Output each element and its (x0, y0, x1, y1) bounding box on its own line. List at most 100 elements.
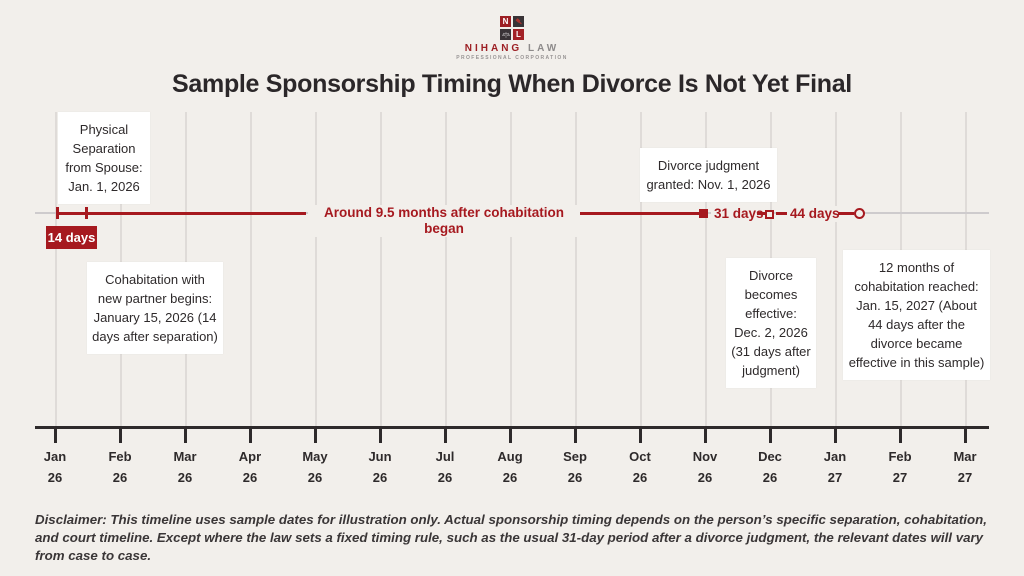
brand-header: N L NIHANG LAW PROFESSIONAL CORPORATION (0, 16, 1024, 61)
axis-tick (119, 428, 122, 443)
month-year: 26 (372, 470, 388, 485)
page-title: Sample Sponsorship Timing When Divorce I… (172, 70, 852, 98)
timeline-segment-left (57, 212, 306, 215)
axis-tick (574, 428, 577, 443)
gridline (250, 112, 252, 428)
gridline (510, 112, 512, 428)
month-name: Jan (43, 449, 67, 464)
month-year: 27 (957, 470, 973, 485)
month-name: Feb (108, 449, 132, 464)
month-year: 26 (307, 470, 323, 485)
gridline (315, 112, 317, 428)
note-divorce-effective: Divorce becomes effective: Dec. 2, 2026 … (726, 258, 816, 388)
month-axis (35, 426, 989, 429)
month-label-jan-26: Jan 26 (33, 446, 77, 488)
month-label-jan-27: Jan 27 (813, 446, 857, 488)
axis-tick (769, 428, 772, 443)
month-label-may-26: May 26 (293, 446, 337, 488)
month-name: Oct (629, 449, 651, 464)
month-label-feb-26: Feb 26 (98, 446, 142, 488)
month-label-sep-26: Sep 26 (553, 446, 597, 488)
month-name: May (302, 449, 328, 464)
note-physical-separation: Physical Separation from Spouse: Jan. 1,… (58, 112, 150, 204)
axis-tick (964, 428, 967, 443)
month-label-jun-26: Jun 26 (358, 446, 402, 488)
gridline (575, 112, 577, 428)
nihang-law-logo: N L (500, 16, 524, 40)
brand-name: NIHANG LAW (0, 43, 1024, 54)
month-label-nov-26: Nov 26 (683, 446, 727, 488)
month-label-apr-26: Apr 26 (228, 446, 272, 488)
month-year: 26 (567, 470, 583, 485)
axis-tick (704, 428, 707, 443)
scales-icon (500, 29, 511, 40)
note-twelve-months: 12 months of cohabitation reached: Jan. … (843, 250, 990, 380)
twelve-months-marker (854, 208, 865, 219)
month-label-mar-26: Mar 26 (163, 446, 207, 488)
gridline (55, 112, 57, 428)
month-label-aug-26: Aug 26 (488, 446, 532, 488)
timeline-segment-44b (838, 212, 854, 215)
month-name: Aug (497, 449, 523, 464)
brand-tagline: PROFESSIONAL CORPORATION (456, 55, 568, 61)
disclaimer-text: Disclaimer: This timeline uses sample da… (35, 512, 987, 563)
month-name: Jan (823, 449, 847, 464)
month-year: 26 (632, 470, 648, 485)
fourteen-days-badge: 14 days (46, 226, 97, 249)
timeline-segment-mid (580, 212, 703, 215)
axis-tick (314, 428, 317, 443)
month-name: Mar (953, 449, 977, 464)
cohabitation-span-label: Around 9.5 months after cohabitation beg… (308, 205, 580, 237)
month-year: 26 (697, 470, 713, 485)
axis-tick (834, 428, 837, 443)
brand-name-secondary: LAW (528, 43, 560, 54)
axis-tick (444, 428, 447, 443)
axis-tick (899, 428, 902, 443)
month-name: Apr (238, 449, 262, 464)
month-label-feb-27: Feb 27 (878, 446, 922, 488)
logo-letter-n: N (500, 16, 511, 27)
axis-tick (184, 428, 187, 443)
month-name: Nov (692, 449, 718, 464)
gridline (705, 112, 707, 428)
month-name: Jun (368, 449, 392, 464)
month-year: 26 (762, 470, 778, 485)
month-year: 27 (892, 470, 908, 485)
note-cohabitation-begins: Cohabitation with new partner begins: Ja… (87, 262, 223, 354)
gavel-icon (513, 16, 524, 27)
month-label-mar-27: Mar 27 (943, 446, 987, 488)
axis-tick (509, 428, 512, 443)
month-year: 26 (47, 470, 63, 485)
month-label-jul-26: Jul 26 (423, 446, 467, 488)
month-name: Sep (563, 449, 587, 464)
month-name: Mar (173, 449, 197, 464)
axis-tick (379, 428, 382, 443)
gridline (445, 112, 447, 428)
timeline-segment-31 (757, 212, 766, 215)
judgment-marker (699, 209, 708, 218)
gridline (640, 112, 642, 428)
month-year: 26 (437, 470, 453, 485)
month-label-oct-26: Oct 26 (618, 446, 662, 488)
interval-44-days-label: 44 days (787, 205, 843, 222)
month-label-dec-26: Dec 26 (748, 446, 792, 488)
month-year: 26 (502, 470, 518, 485)
timeline-segment-44a (776, 212, 788, 215)
note-divorce-judgment: Divorce judgment granted: Nov. 1, 2026 (640, 148, 777, 202)
gridline (835, 112, 837, 428)
month-name: Dec (758, 449, 782, 464)
month-name: Jul (435, 449, 455, 464)
axis-tick (249, 428, 252, 443)
axis-tick (639, 428, 642, 443)
brand-name-primary: NIHANG (464, 43, 523, 54)
month-name: Feb (888, 449, 912, 464)
divorce-effective-marker (765, 209, 774, 219)
month-year: 26 (177, 470, 193, 485)
month-year: 26 (112, 470, 128, 485)
logo-letter-l: L (513, 29, 524, 40)
month-year: 26 (242, 470, 258, 485)
interval-31-days-label: 31 days (711, 205, 767, 222)
axis-tick (54, 428, 57, 443)
gridline (380, 112, 382, 428)
